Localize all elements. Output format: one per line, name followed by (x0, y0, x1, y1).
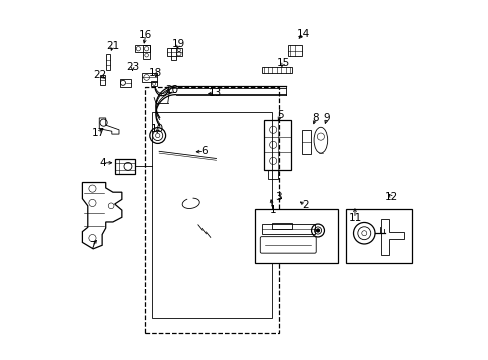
Text: 4: 4 (100, 158, 106, 168)
Text: 11: 11 (347, 213, 361, 223)
Text: 13: 13 (208, 88, 221, 98)
Bar (152, 112, 272, 318)
Text: 19: 19 (172, 40, 185, 49)
Text: 23: 23 (126, 62, 139, 72)
Bar (105, 54, 109, 69)
Text: 20: 20 (164, 85, 178, 95)
Bar (145, 87, 278, 333)
Text: 12: 12 (384, 192, 397, 202)
Bar (301, 130, 310, 154)
Text: 14: 14 (296, 29, 310, 39)
Bar (264, 120, 290, 170)
Text: 22: 22 (94, 70, 107, 80)
Text: 17: 17 (91, 129, 104, 138)
Text: 21: 21 (106, 41, 119, 50)
Text: 8: 8 (311, 113, 318, 123)
Text: 2: 2 (302, 200, 308, 210)
Bar (255, 209, 337, 263)
Bar (261, 67, 292, 73)
Text: 15: 15 (276, 58, 289, 68)
Text: 9: 9 (323, 113, 329, 123)
Bar (167, 48, 182, 56)
Text: 1: 1 (269, 206, 276, 216)
Bar (151, 81, 157, 86)
Text: 7: 7 (89, 241, 95, 251)
Bar (142, 73, 157, 82)
Text: 18: 18 (149, 68, 162, 78)
Text: 10: 10 (151, 124, 164, 134)
Bar (115, 159, 135, 174)
Text: 16: 16 (139, 30, 152, 40)
Text: 3: 3 (275, 192, 281, 202)
Bar (272, 223, 292, 229)
Bar (345, 209, 411, 263)
Text: 5: 5 (277, 111, 283, 121)
Bar (267, 170, 277, 179)
Text: 6: 6 (201, 146, 207, 156)
Bar (120, 79, 131, 87)
Bar (171, 48, 176, 59)
Circle shape (316, 229, 319, 232)
Bar (261, 224, 314, 234)
Bar (100, 75, 105, 85)
Bar (143, 45, 149, 59)
Bar (135, 45, 149, 52)
Bar (287, 45, 301, 56)
